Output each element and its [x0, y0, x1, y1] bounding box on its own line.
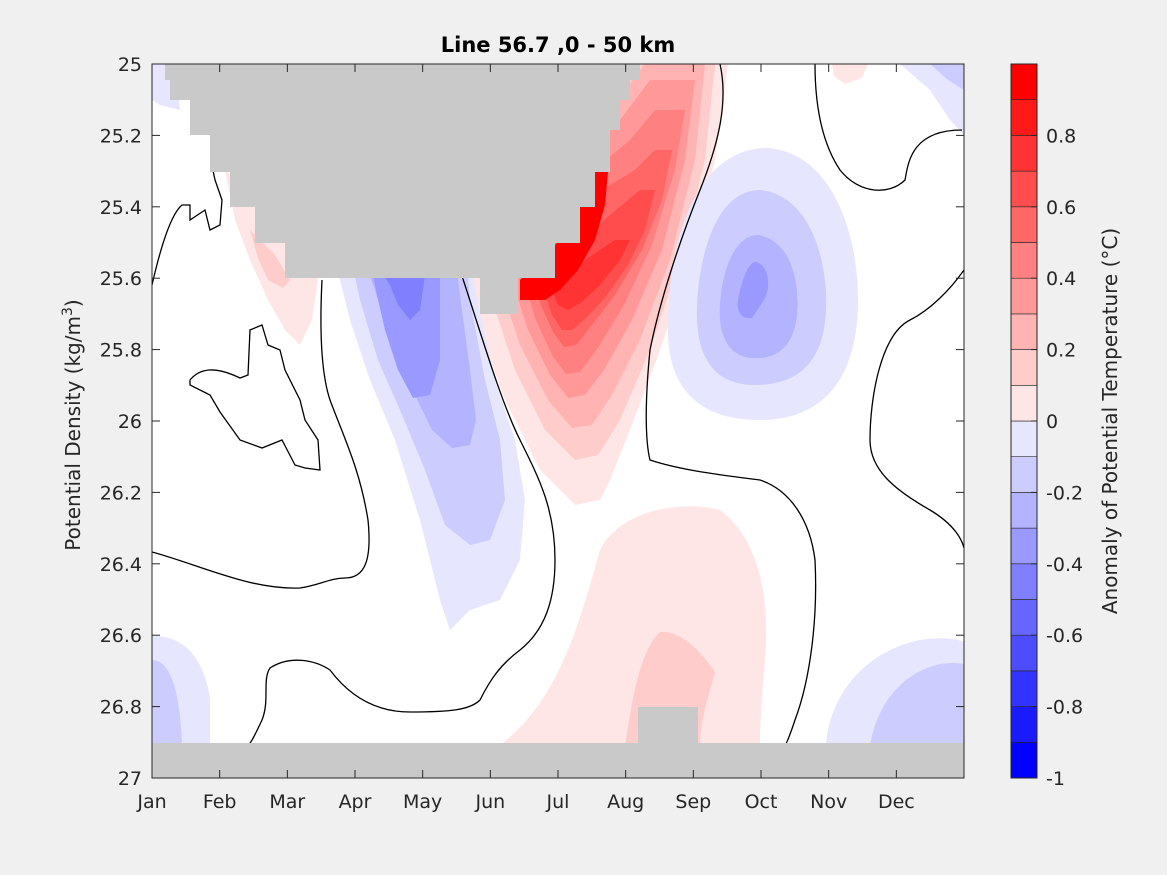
colorbar-segment — [1010, 599, 1038, 636]
y-tick-label: 25.6 — [100, 268, 142, 290]
chart-title: Line 56.7 ,0 - 50 km — [441, 33, 676, 57]
x-tick-label: Mar — [269, 791, 305, 813]
colorbar-segment — [1010, 634, 1038, 672]
y-axis: 25 25.2 25.4 25.6 25.8 26 26.2 26.4 26.6 26.8 27 — [100, 54, 964, 790]
zero-line-3 — [189, 324, 321, 471]
x-tick-label: Nov — [810, 791, 847, 813]
colorbar-tick-label: 0.6 — [1046, 197, 1076, 219]
colorbar-segment — [1010, 242, 1038, 279]
colorbar-tick-label: 0.2 — [1046, 340, 1076, 362]
colorbar-label: Anomaly of Potential Temperature (°C) — [1098, 228, 1122, 614]
colorbar-tick-label: -0.4 — [1046, 554, 1083, 576]
colorbar-segment — [1010, 63, 1038, 101]
positive-anomaly-lobe — [465, 64, 728, 505]
y-tick-label: 25.2 — [100, 125, 142, 147]
x-tick-label: Dec — [878, 791, 915, 813]
y-tick-label: 26.6 — [100, 625, 142, 647]
contour-field — [152, 64, 964, 746]
colorbar — [1010, 63, 1038, 779]
mask-surface — [165, 64, 640, 314]
x-tick-label: Feb — [203, 791, 237, 813]
contour-level-neg0.4-oct — [737, 262, 769, 319]
patch-bottom-right-2 — [870, 663, 964, 745]
patch-top-right — [900, 64, 964, 135]
colorbar-ticks: 0.8 0.6 0.4 0.2 0 -0.2 -0.4 -0.6 -0.8 -1 — [1031, 125, 1083, 790]
x-tick-label: May — [403, 791, 442, 813]
x-tick-label: Jan — [136, 791, 166, 813]
colorbar-segment — [1010, 706, 1038, 743]
y-tick-label: 25.4 — [100, 197, 142, 219]
colorbar-tick-label: -0.8 — [1046, 697, 1083, 719]
x-tick-label: Jun — [474, 791, 505, 813]
contour-level-neg0.5-may — [380, 270, 425, 320]
colorbar-segment — [1010, 135, 1038, 172]
zero-line-7 — [869, 269, 964, 549]
contour-level-neg0.4-may — [370, 260, 440, 398]
colorbar-segment — [1010, 456, 1038, 493]
patch-top-right-2 — [930, 64, 964, 90]
y-tick-label: 26.2 — [100, 482, 142, 504]
colorbar-segment — [1010, 492, 1038, 529]
zero-line-6 — [814, 64, 963, 191]
colorbar-segment — [1010, 741, 1038, 779]
colorbar-segment — [1010, 349, 1038, 386]
patch-bottom-left-2 — [152, 660, 182, 745]
y-tick-label: 26.4 — [100, 554, 142, 576]
colorbar-segment — [1010, 670, 1038, 707]
colorbar-tick-label: 0 — [1046, 411, 1058, 433]
colorbar-tick-label: -1 — [1046, 768, 1065, 790]
negative-anomaly-may — [325, 200, 525, 630]
colorbar-tick-label: -0.6 — [1046, 625, 1083, 647]
y-axis-label-main: Potential Density (kg/m — [61, 316, 85, 551]
x-axis: Jan Feb Mar Apr May Jun Jul Aug Sep Oct Nov Dec — [136, 64, 915, 813]
colorbar-segment — [1010, 99, 1038, 136]
colorbar-tick-label: -0.2 — [1046, 482, 1083, 504]
colorbar-segment — [1010, 206, 1038, 243]
mask-bottom-bump — [638, 707, 698, 747]
colorbar-segment — [1010, 420, 1038, 458]
x-tick-label: Apr — [339, 791, 372, 813]
zero-line-5 — [645, 64, 817, 746]
negative-corner-patches — [152, 64, 964, 745]
colorbar-segment — [1010, 313, 1038, 350]
colorbar-segment — [1010, 277, 1038, 315]
contour-level-0.2-mar — [250, 230, 290, 288]
x-tick-label: Aug — [607, 791, 644, 813]
y-tick-label: 27 — [118, 768, 142, 790]
y-tick-label: 25 — [118, 54, 142, 76]
y-tick-label: 25.8 — [100, 340, 142, 362]
colorbar-segment — [1010, 384, 1038, 422]
positive-anomaly-mar — [225, 170, 318, 345]
x-tick-label: Sep — [675, 791, 711, 813]
colorbar-tick-label: 0.8 — [1046, 125, 1076, 147]
y-axis-label-close: ) — [61, 299, 85, 307]
colorbar-segment — [1010, 563, 1038, 600]
zero-contour-lines — [152, 64, 964, 746]
zero-line-4 — [247, 269, 556, 746]
colorbar-tick-label: 0.4 — [1046, 268, 1076, 290]
x-tick-label: Oct — [745, 791, 778, 813]
contour-level-0.8 — [553, 240, 630, 310]
y-tick-label: 26 — [118, 411, 142, 433]
negative-anomaly-oct — [667, 148, 858, 420]
zero-line-2 — [152, 165, 223, 286]
x-tick-label: Jul — [546, 791, 570, 813]
zero-line-1 — [152, 279, 370, 589]
colorbar-segment — [1010, 527, 1038, 565]
colorbar-segment — [1010, 170, 1038, 208]
y-tick-label: 26.8 — [100, 697, 142, 719]
patch-top-mid — [832, 64, 868, 84]
y-axis-label: Potential Density (kg/m3) — [60, 299, 85, 550]
y-axis-label-superscript: 3 — [60, 307, 76, 316]
